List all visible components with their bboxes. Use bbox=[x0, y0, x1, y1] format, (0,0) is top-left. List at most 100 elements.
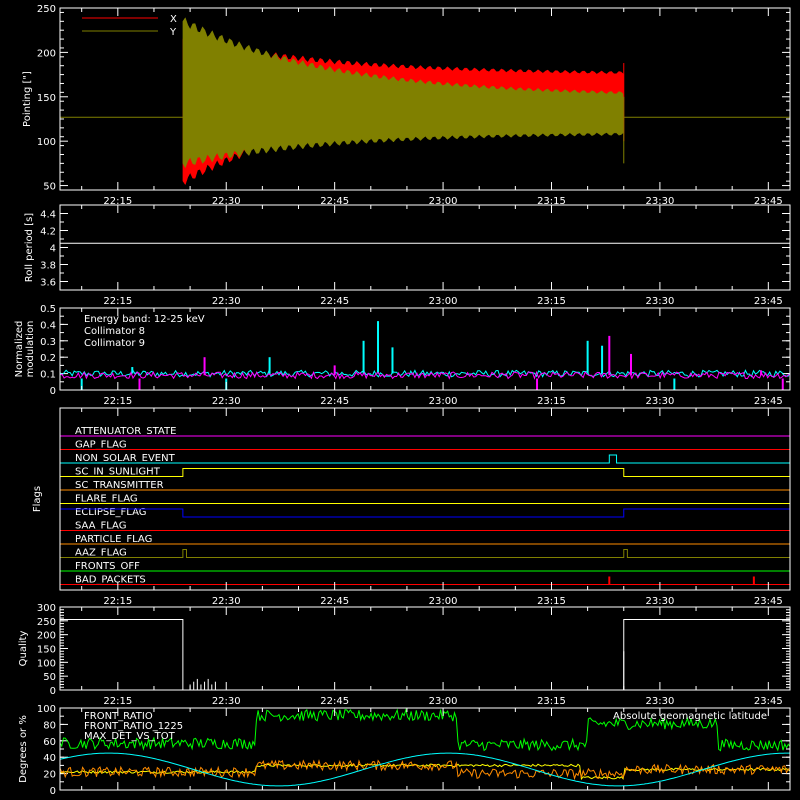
y-tick-label: 4.4 bbox=[40, 210, 56, 221]
flags-panel-frame bbox=[59, 407, 791, 591]
x-tick-label: 23:15 bbox=[537, 196, 566, 207]
x-tick-label: 22:30 bbox=[212, 296, 241, 307]
y-tick-label: 100 bbox=[37, 137, 56, 148]
y-tick-label: 0.2 bbox=[40, 353, 56, 364]
x-tick-label: 22:45 bbox=[320, 596, 349, 607]
y-tick-label: 40 bbox=[43, 753, 56, 764]
y-tick-label: 0.3 bbox=[40, 337, 56, 348]
ratios-panel-frame bbox=[59, 707, 791, 791]
y-axis-label: Roll period [s] bbox=[24, 213, 35, 282]
modulation-series-1 bbox=[59, 369, 791, 378]
y-tick-label: 150 bbox=[37, 93, 56, 104]
y-tick-label: 0 bbox=[50, 386, 56, 397]
flag-label: SAA_FLAG bbox=[75, 521, 126, 532]
flag-label: ATTENUATOR_STATE bbox=[75, 426, 176, 437]
y-axis-label: Quality bbox=[18, 631, 29, 667]
legend-label: MAX_DET_VS_TOT bbox=[84, 731, 176, 742]
legend-label: Collimator 9 bbox=[84, 338, 145, 349]
y-tick-label: 4.2 bbox=[40, 227, 56, 238]
x-tick-label: 23:30 bbox=[645, 396, 674, 407]
x-tick-label: 22:15 bbox=[103, 396, 132, 407]
series-y-envelope bbox=[182, 17, 625, 169]
x-tick-label: 23:30 bbox=[645, 596, 674, 607]
y-tick-label: 100 bbox=[37, 704, 56, 715]
y-axis-label: Flags bbox=[32, 486, 43, 512]
roll-panel-frame bbox=[59, 204, 791, 291]
y-tick-label: 80 bbox=[43, 720, 56, 731]
x-tick-label: 22:45 bbox=[320, 196, 349, 207]
y-tick-label: 250 bbox=[37, 4, 56, 15]
pointing-panel-frame bbox=[59, 7, 791, 191]
x-tick-label: 22:15 bbox=[103, 196, 132, 207]
x-tick-label: 23:30 bbox=[645, 196, 674, 207]
x-tick-label: 22:45 bbox=[320, 296, 349, 307]
y-tick-label: 3.6 bbox=[40, 278, 56, 289]
x-tick-label: 23:45 bbox=[754, 396, 783, 407]
y-tick-label: 60 bbox=[43, 737, 56, 748]
x-tick-label: 23:45 bbox=[754, 196, 783, 207]
ratio-series-2 bbox=[59, 707, 791, 752]
y-tick-label: 4 bbox=[50, 244, 56, 255]
y-axis-label: Normalized bbox=[14, 321, 25, 378]
ratio-series-1 bbox=[59, 763, 791, 781]
modulation-series-2 bbox=[59, 370, 791, 380]
x-tick-label: 22:45 bbox=[320, 696, 349, 707]
flag-label: SC_IN_SUNLIGHT bbox=[75, 467, 161, 478]
flag-label: PARTICLE_FLAG bbox=[75, 534, 152, 545]
x-tick-label: 23:30 bbox=[645, 296, 674, 307]
quality-line bbox=[60, 618, 790, 691]
x-tick-label: 23:15 bbox=[537, 696, 566, 707]
y-tick-label: 100 bbox=[37, 658, 56, 669]
y-axis-label: modulation bbox=[25, 321, 36, 378]
y-tick-label: 3.8 bbox=[40, 261, 56, 272]
y-tick-label: 20 bbox=[43, 770, 56, 781]
x-tick-label: 23:00 bbox=[429, 696, 458, 707]
y-tick-label: 250 bbox=[37, 617, 56, 628]
y-tick-label: 50 bbox=[43, 182, 56, 193]
x-tick-label: 23:15 bbox=[537, 596, 566, 607]
flag-label: AAZ_FLAG bbox=[75, 548, 127, 559]
legend-label: FRONT_RATIO_1225 bbox=[84, 721, 183, 732]
x-tick-label: 23:15 bbox=[537, 296, 566, 307]
x-tick-label: 22:30 bbox=[212, 196, 241, 207]
x-tick-label: 22:30 bbox=[212, 396, 241, 407]
x-tick-label: 23:15 bbox=[537, 396, 566, 407]
legend-label: X bbox=[170, 14, 177, 25]
y-tick-label: 0 bbox=[50, 686, 56, 697]
y-tick-label: 0.1 bbox=[40, 370, 56, 381]
x-tick-label: 22:30 bbox=[212, 696, 241, 707]
legend-label: Absolute geomagnetic latitude bbox=[613, 711, 767, 722]
modulation-panel-frame bbox=[59, 307, 791, 391]
legend-label: Collimator 8 bbox=[84, 326, 145, 337]
flag-label: FLARE_FLAG bbox=[75, 494, 138, 505]
y-tick-label: 0.5 bbox=[40, 304, 56, 315]
x-tick-label: 23:45 bbox=[754, 696, 783, 707]
y-axis-label: Degrees or % bbox=[18, 715, 29, 783]
y-axis-label: Pointing ["] bbox=[22, 71, 33, 127]
flag-trace bbox=[60, 549, 790, 558]
y-tick-label: 300 bbox=[37, 603, 56, 614]
x-tick-label: 23:30 bbox=[645, 696, 674, 707]
x-tick-label: 23:00 bbox=[429, 596, 458, 607]
x-tick-label: 22:15 bbox=[103, 596, 132, 607]
flag-label: BAD_PACKETS bbox=[75, 575, 146, 586]
x-tick-label: 23:00 bbox=[429, 196, 458, 207]
y-tick-label: 150 bbox=[37, 645, 56, 656]
flag-label: FRONTS_OFF bbox=[75, 561, 140, 572]
x-tick-label: 23:00 bbox=[429, 296, 458, 307]
flag-label: NON_SOLAR_EVENT bbox=[75, 453, 176, 464]
flag-trace bbox=[60, 454, 790, 464]
flag-trace bbox=[60, 468, 790, 477]
flag-label: SC_TRANSMITTER bbox=[75, 480, 164, 491]
y-tick-label: 0 bbox=[50, 786, 56, 797]
x-tick-label: 22:15 bbox=[103, 696, 132, 707]
ratio-series-4 bbox=[59, 752, 790, 787]
x-tick-label: 22:45 bbox=[320, 396, 349, 407]
energy-band-annotation: Energy band: 12-25 keV bbox=[84, 314, 205, 325]
legend-label: Y bbox=[169, 27, 177, 38]
y-tick-label: 200 bbox=[37, 631, 56, 642]
x-tick-label: 23:45 bbox=[754, 296, 783, 307]
quality-panel-frame bbox=[59, 606, 791, 691]
y-tick-label: 0.4 bbox=[40, 320, 56, 331]
